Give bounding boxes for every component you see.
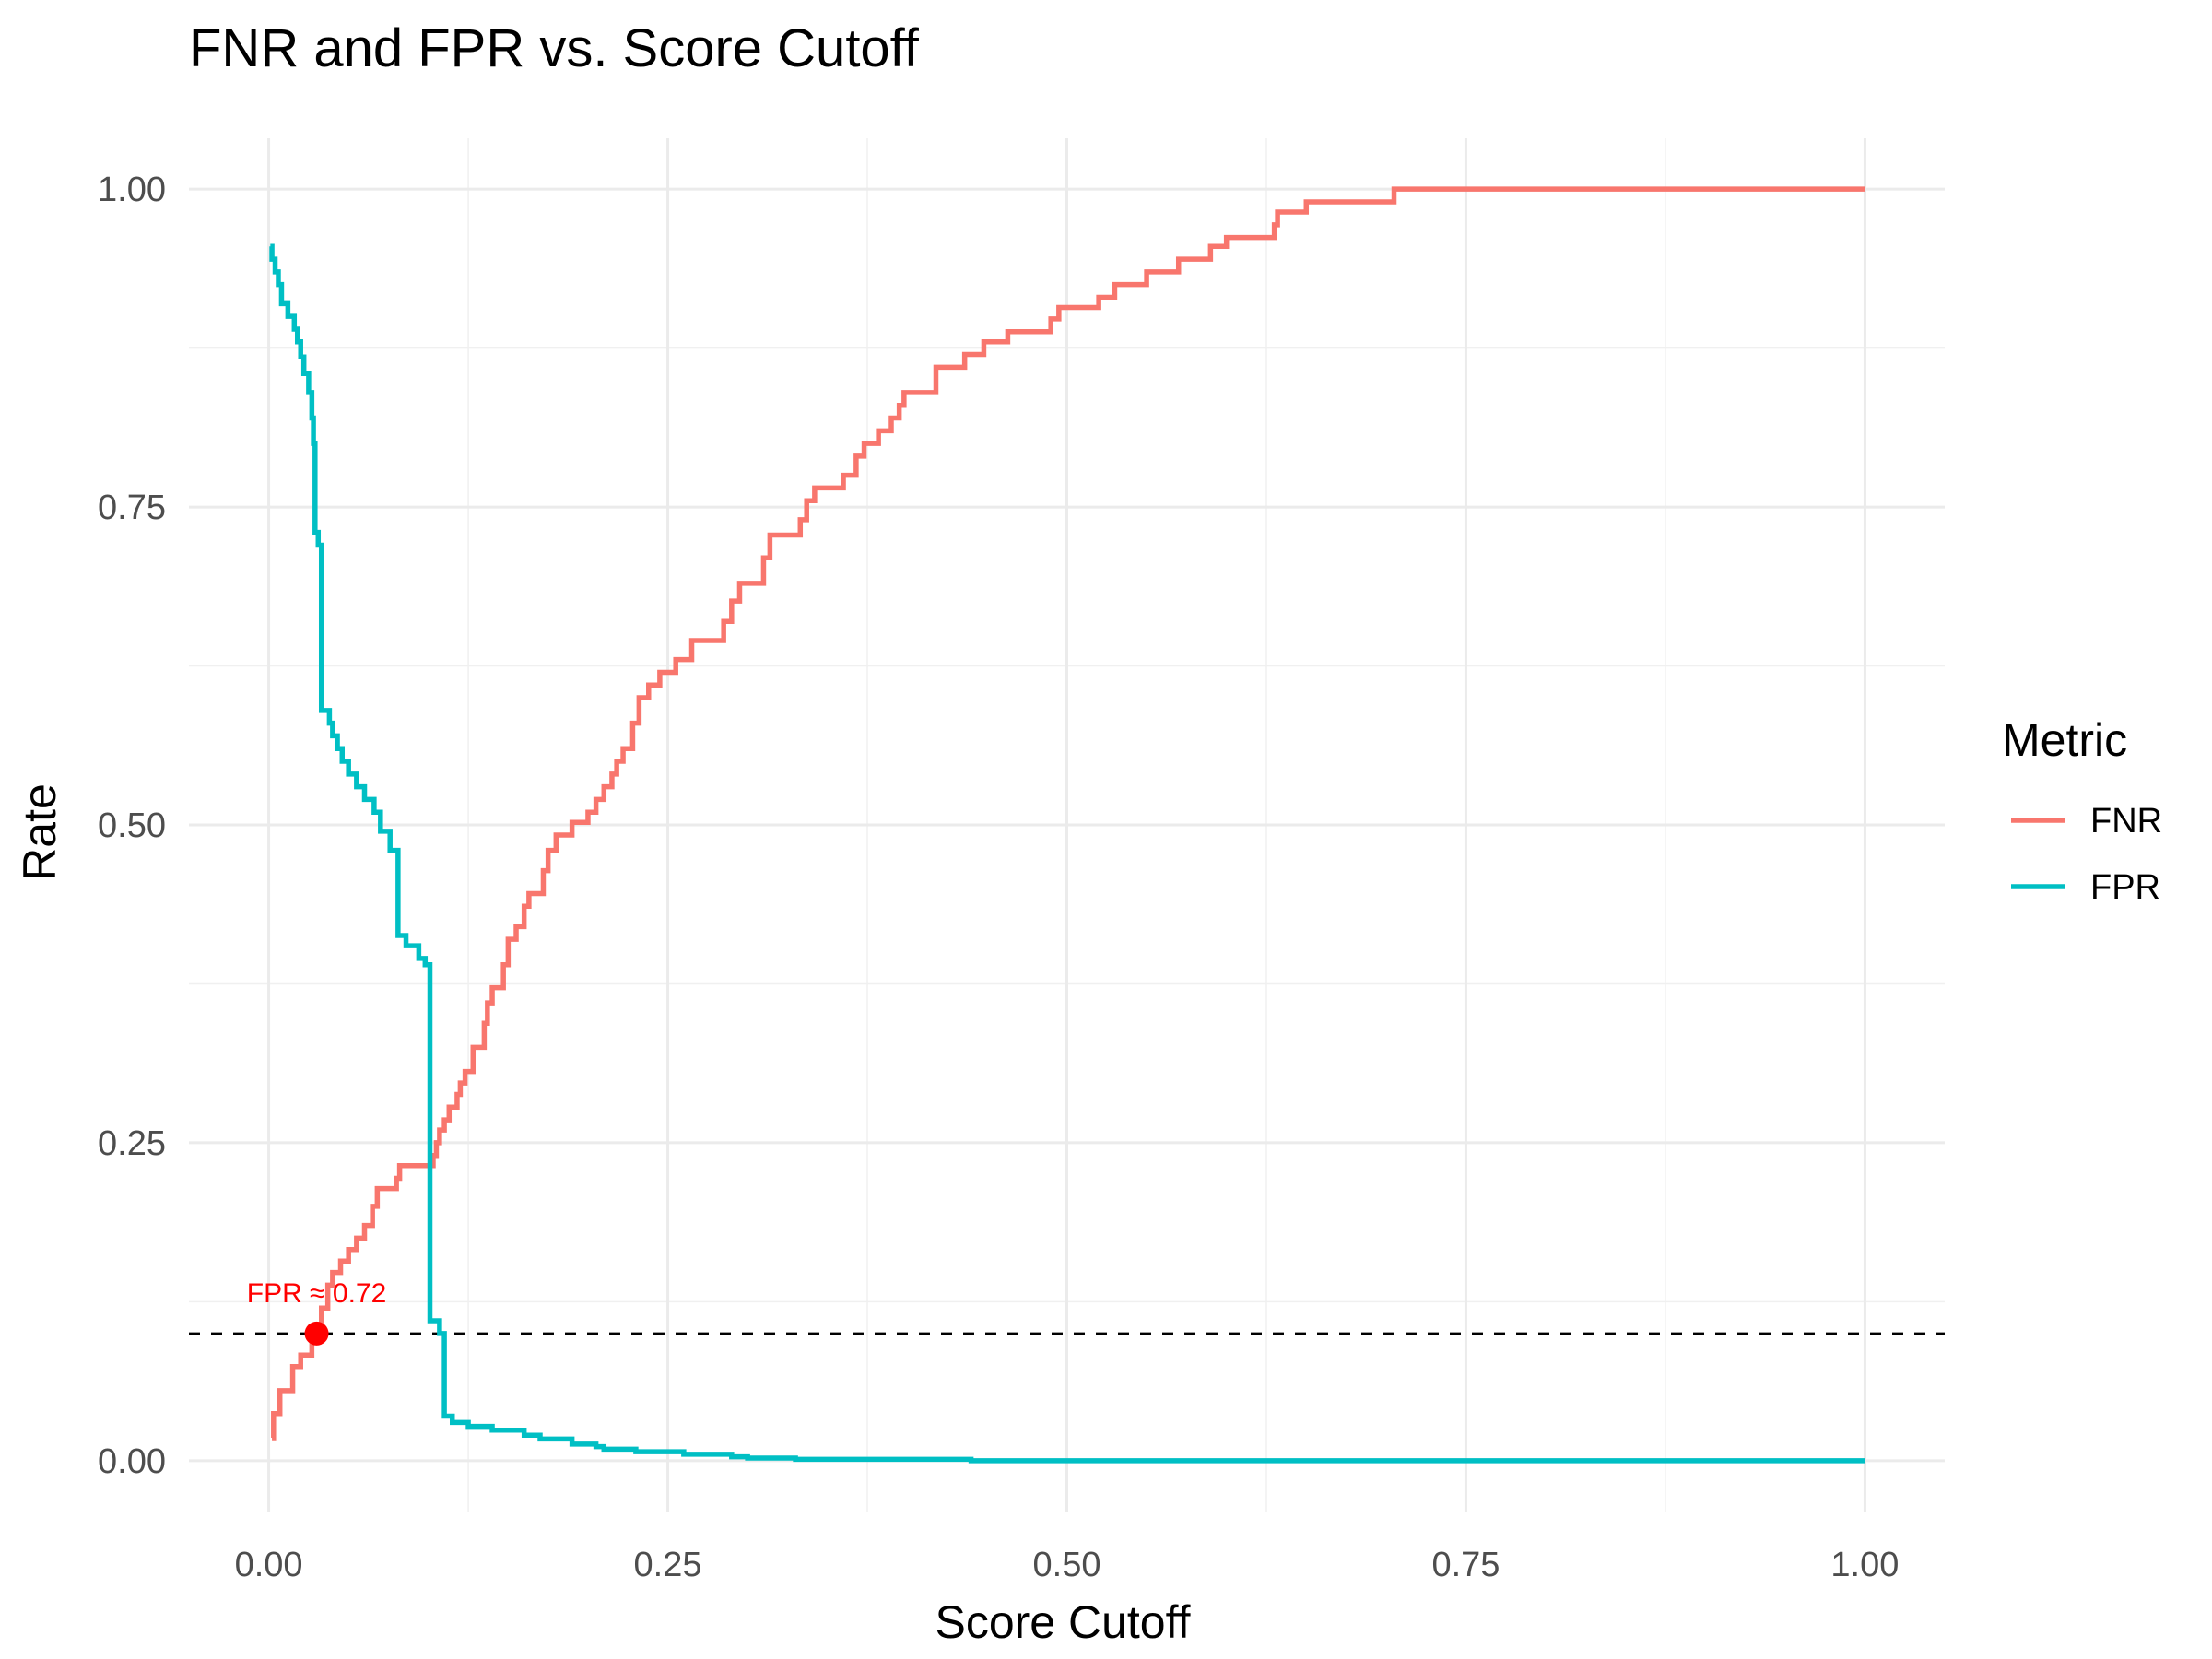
plot-grid bbox=[189, 138, 1945, 1512]
y-tick-label: 0.00 bbox=[98, 1442, 166, 1481]
series-lines bbox=[269, 186, 1865, 1464]
y-tick-label: 1.00 bbox=[98, 171, 166, 209]
chart-title: FNR and FPR vs. Score Cutoff bbox=[189, 18, 920, 78]
annotation-point bbox=[304, 1321, 329, 1346]
x-axis-ticks: 0.00 0.25 0.50 0.75 1.00 bbox=[235, 1546, 1900, 1584]
x-tick-label: 0.75 bbox=[1431, 1546, 1500, 1584]
series-line-fnr bbox=[271, 186, 1865, 1441]
y-tick-label: 0.25 bbox=[98, 1124, 166, 1163]
series-line-fpr bbox=[269, 243, 1865, 1464]
legend-label-fpr: FPR bbox=[2090, 868, 2160, 907]
x-tick-label: 0.25 bbox=[634, 1546, 702, 1584]
annotation-label: FPR ≈ 0.72 bbox=[247, 1278, 387, 1309]
y-tick-label: 0.50 bbox=[98, 806, 166, 845]
y-tick-label: 0.75 bbox=[98, 488, 166, 527]
x-axis-title: Score Cutoff bbox=[935, 1596, 1190, 1648]
annotation-group: FPR ≈ 0.72 bbox=[247, 1278, 387, 1346]
legend-title: Metric bbox=[2002, 714, 2127, 766]
legend-label-fnr: FNR bbox=[2090, 802, 2162, 841]
legend: Metric FNR FPR bbox=[2002, 714, 2162, 907]
y-axis-ticks: 0.00 0.25 0.50 0.75 1.00 bbox=[98, 171, 166, 1481]
y-axis-title: Rate bbox=[14, 783, 65, 881]
x-tick-label: 0.50 bbox=[1033, 1546, 1101, 1584]
x-tick-label: 0.00 bbox=[235, 1546, 303, 1584]
x-tick-label: 1.00 bbox=[1830, 1546, 1899, 1584]
